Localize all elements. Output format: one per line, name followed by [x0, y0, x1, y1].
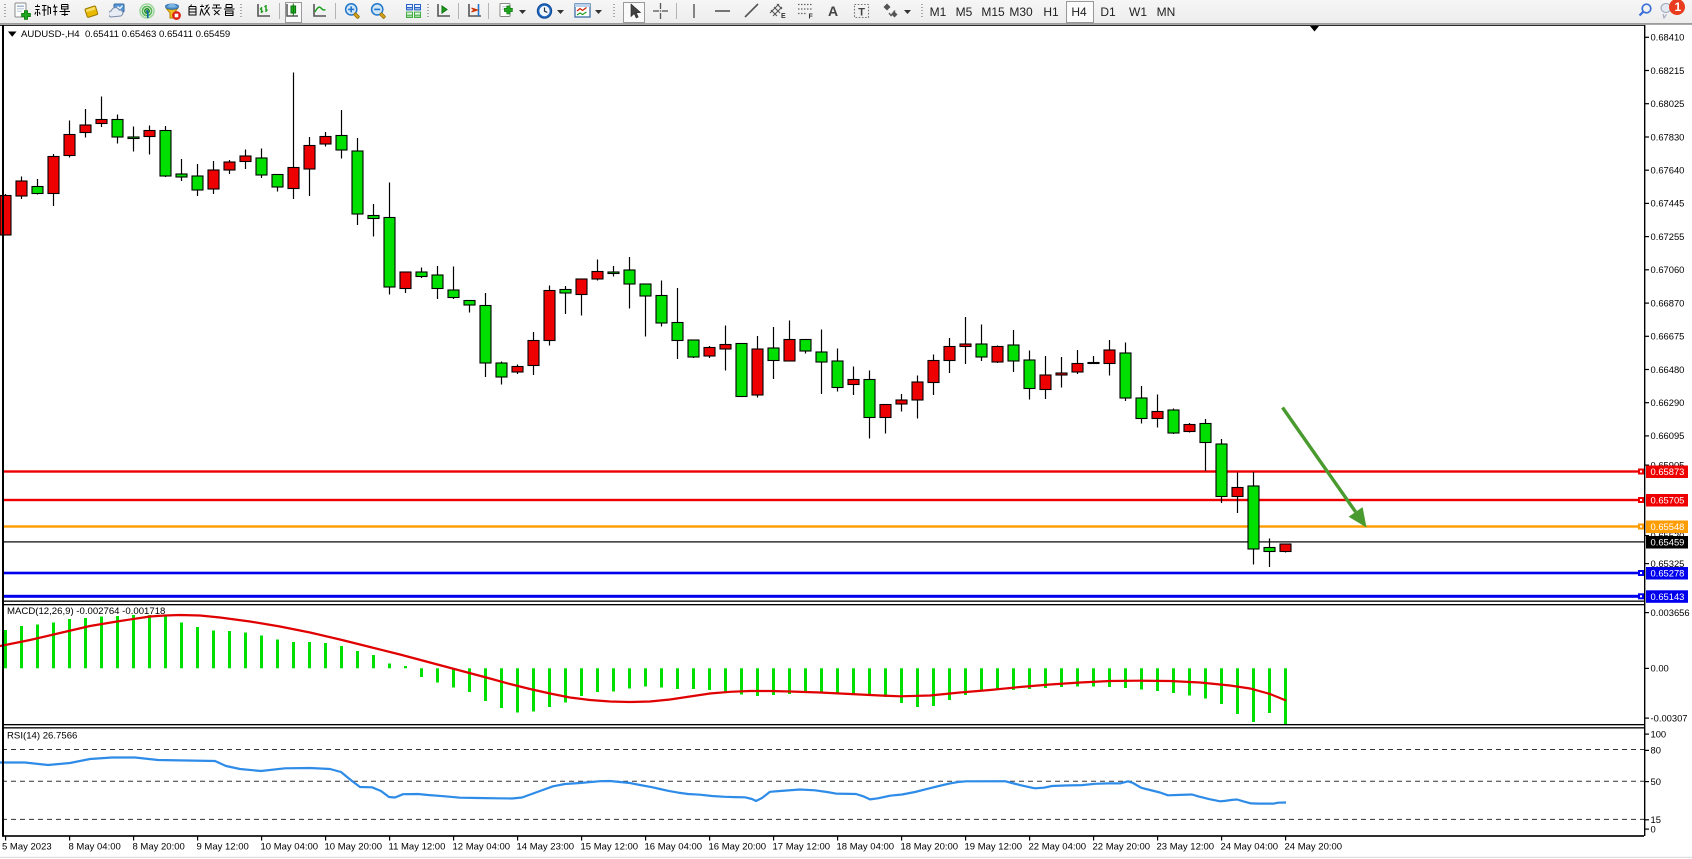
- svg-text:0.66095: 0.66095: [1651, 430, 1685, 441]
- svg-text:10 May 20:00: 10 May 20:00: [325, 842, 383, 853]
- svg-text:AUDUSD-,H4 0.65411 0.65463 0.: AUDUSD-,H4 0.65411 0.65463 0.65411 0.654…: [21, 29, 230, 40]
- svg-text:22 May 20:00: 22 May 20:00: [1093, 842, 1151, 853]
- svg-text:5 May 2023: 5 May 2023: [2, 842, 52, 853]
- svg-text:15 May 12:00: 15 May 12:00: [581, 842, 639, 853]
- svg-text:0.003656: 0.003656: [1651, 607, 1690, 618]
- svg-text:0.65325: 0.65325: [1651, 558, 1685, 569]
- svg-text:0.65278: 0.65278: [1651, 568, 1685, 579]
- svg-text:0.65520: 0.65520: [1651, 530, 1685, 541]
- svg-text:RSI(14) 26.7566: RSI(14) 26.7566: [7, 731, 77, 742]
- svg-text:10 May 04:00: 10 May 04:00: [261, 842, 319, 853]
- svg-text:0.65459: 0.65459: [1651, 537, 1685, 548]
- svg-text:-0.00307: -0.00307: [1651, 712, 1688, 723]
- svg-text:8 May 20:00: 8 May 20:00: [133, 842, 185, 853]
- svg-text:0.67640: 0.67640: [1651, 165, 1685, 176]
- svg-text:17 May 12:00: 17 May 12:00: [773, 842, 831, 853]
- svg-text:14 May 23:00: 14 May 23:00: [517, 842, 575, 853]
- svg-text:0.66870: 0.66870: [1651, 297, 1685, 308]
- svg-text:T: T: [858, 7, 865, 19]
- svg-text:12 May 04:00: 12 May 04:00: [453, 842, 511, 853]
- svg-text:0.65705: 0.65705: [1651, 495, 1685, 506]
- svg-text:0.65873: 0.65873: [1651, 466, 1685, 477]
- svg-text:0.68025: 0.68025: [1651, 98, 1685, 109]
- svg-text:24 May 04:00: 24 May 04:00: [1221, 842, 1279, 853]
- svg-text:23 May 12:00: 23 May 12:00: [1157, 842, 1215, 853]
- svg-text:0.65548: 0.65548: [1651, 521, 1685, 532]
- svg-text:18 May 04:00: 18 May 04:00: [837, 842, 895, 853]
- svg-text:9 May 12:00: 9 May 12:00: [197, 842, 249, 853]
- svg-text:15: 15: [1651, 814, 1661, 825]
- svg-text:0.67060: 0.67060: [1651, 264, 1685, 275]
- svg-text:0.68410: 0.68410: [1651, 32, 1685, 43]
- svg-text:0.66290: 0.66290: [1651, 397, 1685, 408]
- svg-text:24 May 20:00: 24 May 20:00: [1285, 842, 1343, 853]
- svg-text:E: E: [781, 13, 786, 20]
- svg-text:0.00: 0.00: [1651, 663, 1669, 674]
- svg-text:11 May 12:00: 11 May 12:00: [389, 842, 446, 853]
- svg-text:18 May 20:00: 18 May 20:00: [901, 842, 959, 853]
- svg-text:F: F: [809, 14, 814, 21]
- svg-text:19 May 12:00: 19 May 12:00: [965, 842, 1023, 853]
- svg-text:0.68215: 0.68215: [1651, 65, 1685, 76]
- svg-text:0.67445: 0.67445: [1651, 198, 1685, 209]
- svg-text:16 May 20:00: 16 May 20:00: [709, 842, 767, 853]
- svg-text:0: 0: [1651, 823, 1656, 834]
- svg-text:22 May 04:00: 22 May 04:00: [1029, 842, 1087, 853]
- svg-text:100: 100: [1651, 728, 1667, 739]
- svg-text:0.66675: 0.66675: [1651, 331, 1685, 342]
- svg-text:80: 80: [1651, 745, 1661, 756]
- svg-text:0.66480: 0.66480: [1651, 364, 1685, 375]
- svg-text:50: 50: [1651, 776, 1661, 787]
- svg-text:0.67830: 0.67830: [1651, 131, 1685, 142]
- svg-text:MACD(12,26,9) -0.002764 -0.001: MACD(12,26,9) -0.002764 -0.001718: [7, 606, 165, 617]
- svg-text:0.67255: 0.67255: [1651, 231, 1685, 242]
- svg-text:0.65143: 0.65143: [1651, 591, 1685, 602]
- svg-text:0.65905: 0.65905: [1651, 459, 1685, 470]
- svg-text:16 May 04:00: 16 May 04:00: [645, 842, 703, 853]
- svg-text:8 May 04:00: 8 May 04:00: [69, 842, 121, 853]
